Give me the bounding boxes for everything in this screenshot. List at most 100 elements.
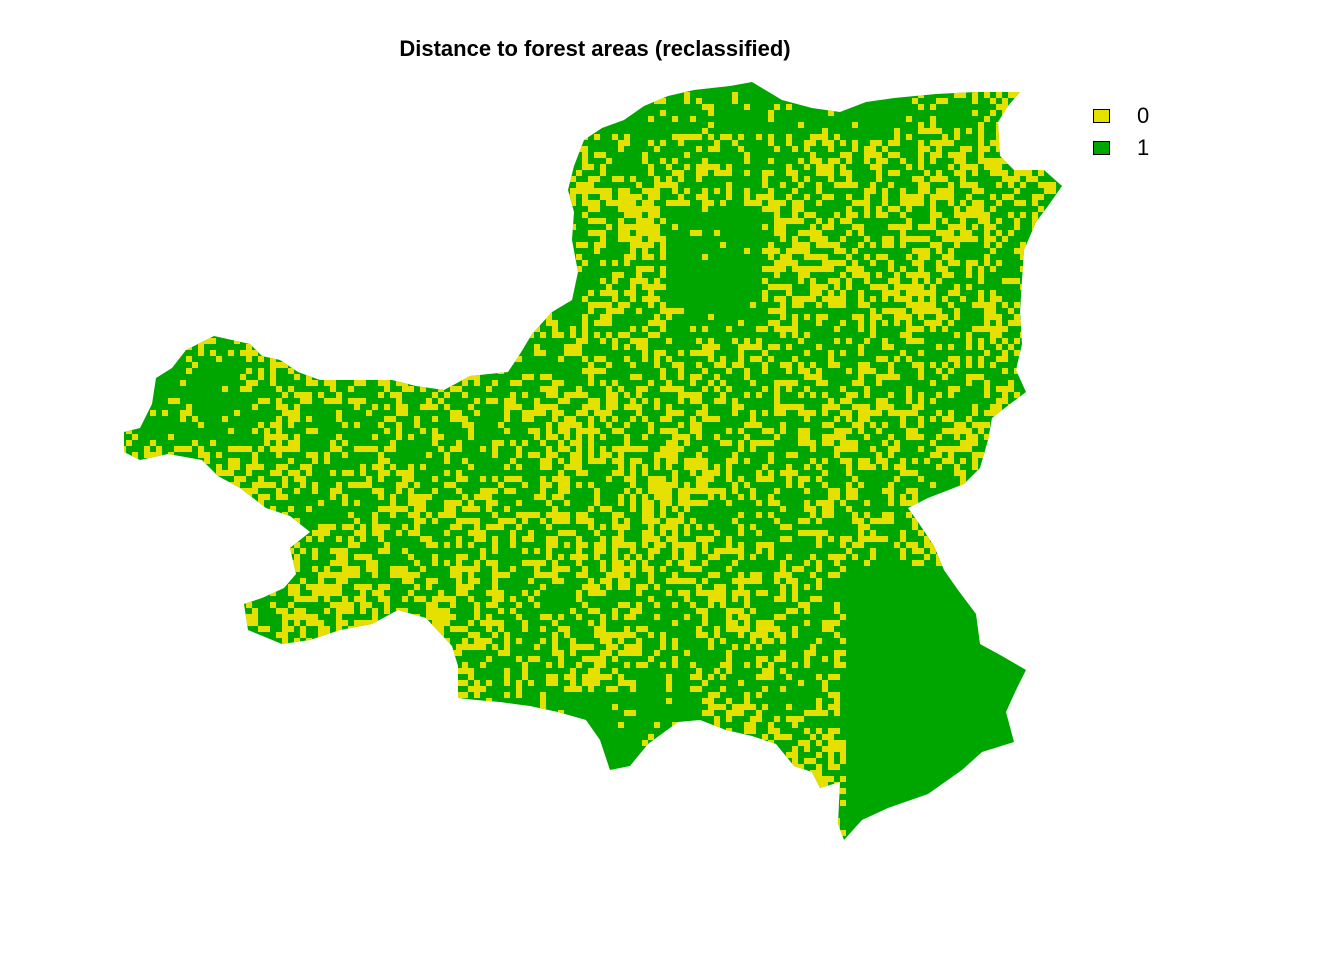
class-0-cell bbox=[642, 398, 648, 404]
class-0-cell bbox=[756, 476, 762, 482]
class-0-cell bbox=[954, 464, 960, 470]
class-0-cell bbox=[1032, 410, 1038, 416]
class-0-cell bbox=[852, 494, 858, 500]
class-0-cell bbox=[444, 302, 450, 308]
class-0-cell bbox=[582, 242, 588, 248]
class-0-cell bbox=[720, 170, 726, 176]
class-0-cell bbox=[918, 560, 924, 566]
class-0-cell bbox=[258, 530, 264, 536]
class-0-cell bbox=[132, 368, 138, 374]
class-0-cell bbox=[906, 218, 912, 224]
class-0-cell bbox=[648, 296, 654, 302]
class-0-cell bbox=[132, 572, 138, 578]
class-0-cell bbox=[660, 452, 666, 458]
class-0-cell bbox=[816, 236, 822, 242]
class-0-cell bbox=[660, 494, 666, 500]
class-0-cell bbox=[528, 188, 534, 194]
class-0-cell bbox=[294, 638, 300, 644]
class-0-cell bbox=[378, 254, 384, 260]
class-0-cell bbox=[888, 92, 894, 98]
class-0-cell bbox=[216, 560, 222, 566]
class-0-cell bbox=[966, 164, 972, 170]
class-0-cell bbox=[468, 572, 474, 578]
class-0-cell bbox=[492, 452, 498, 458]
class-0-cell bbox=[1014, 86, 1020, 92]
class-0-cell bbox=[702, 350, 708, 356]
class-0-cell bbox=[750, 488, 756, 494]
class-0-cell bbox=[306, 188, 312, 194]
class-0-cell bbox=[942, 254, 948, 260]
class-0-cell bbox=[468, 500, 474, 506]
class-0-cell bbox=[1050, 218, 1056, 224]
class-0-cell bbox=[390, 464, 396, 470]
class-0-cell bbox=[846, 464, 852, 470]
class-0-cell bbox=[132, 434, 138, 440]
class-0-cell bbox=[1038, 482, 1044, 488]
class-0-cell bbox=[1056, 236, 1062, 242]
class-0-cell bbox=[156, 644, 162, 650]
class-0-cell bbox=[642, 500, 648, 506]
class-0-cell bbox=[954, 242, 960, 248]
class-0-cell bbox=[570, 416, 576, 422]
class-0-cell bbox=[372, 260, 378, 266]
class-0-cell bbox=[744, 200, 750, 206]
class-0-cell bbox=[738, 524, 744, 530]
class-0-cell bbox=[954, 134, 960, 140]
class-0-cell bbox=[342, 524, 348, 530]
class-0-cell bbox=[552, 452, 558, 458]
class-0-cell bbox=[846, 392, 852, 398]
class-0-cell bbox=[156, 566, 162, 572]
class-0-cell bbox=[186, 638, 192, 644]
class-0-cell bbox=[576, 410, 582, 416]
class-0-cell bbox=[588, 584, 594, 590]
class-0-cell bbox=[630, 212, 636, 218]
class-0-cell bbox=[438, 596, 444, 602]
class-0-cell bbox=[1008, 380, 1014, 386]
class-0-cell bbox=[660, 524, 666, 530]
class-0-cell bbox=[240, 446, 246, 452]
class-0-cell bbox=[798, 440, 804, 446]
class-0-cell bbox=[822, 512, 828, 518]
class-0-cell bbox=[648, 506, 654, 512]
class-0-cell bbox=[366, 236, 372, 242]
class-0-cell bbox=[924, 308, 930, 314]
class-0-cell bbox=[270, 380, 276, 386]
class-0-cell bbox=[522, 302, 528, 308]
class-0-cell bbox=[360, 122, 366, 128]
class-0-cell bbox=[672, 308, 678, 314]
class-0-cell bbox=[762, 464, 768, 470]
class-0-cell bbox=[126, 518, 132, 524]
class-0-cell bbox=[124, 152, 126, 158]
class-0-cell bbox=[648, 632, 654, 638]
class-0-cell bbox=[708, 644, 714, 650]
class-0-cell bbox=[186, 608, 192, 614]
class-0-cell bbox=[468, 632, 474, 638]
class-0-cell bbox=[840, 350, 846, 356]
class-0-cell bbox=[732, 620, 738, 626]
class-0-cell bbox=[678, 362, 684, 368]
class-0-cell bbox=[822, 284, 828, 290]
class-0-cell bbox=[384, 602, 390, 608]
class-0-cell bbox=[996, 398, 1002, 404]
class-0-cell bbox=[282, 176, 288, 182]
class-0-cell bbox=[366, 296, 372, 302]
class-0-cell bbox=[582, 200, 588, 206]
class-0-cell bbox=[450, 386, 456, 392]
class-0-cell bbox=[978, 140, 984, 146]
class-0-cell bbox=[534, 260, 540, 266]
class-0-cell bbox=[570, 464, 576, 470]
class-0-cell bbox=[480, 530, 486, 536]
class-0-cell bbox=[420, 182, 426, 188]
class-0-cell bbox=[984, 494, 990, 500]
class-0-cell bbox=[546, 158, 552, 164]
class-0-cell bbox=[780, 236, 786, 242]
class-0-cell bbox=[564, 116, 570, 122]
class-0-cell bbox=[528, 428, 534, 434]
class-0-cell bbox=[672, 530, 678, 536]
class-0-cell bbox=[630, 194, 636, 200]
class-0-cell bbox=[282, 146, 288, 152]
class-0-cell bbox=[252, 380, 258, 386]
class-0-cell bbox=[222, 578, 228, 584]
class-0-cell bbox=[948, 446, 954, 452]
class-0-cell bbox=[528, 332, 534, 338]
